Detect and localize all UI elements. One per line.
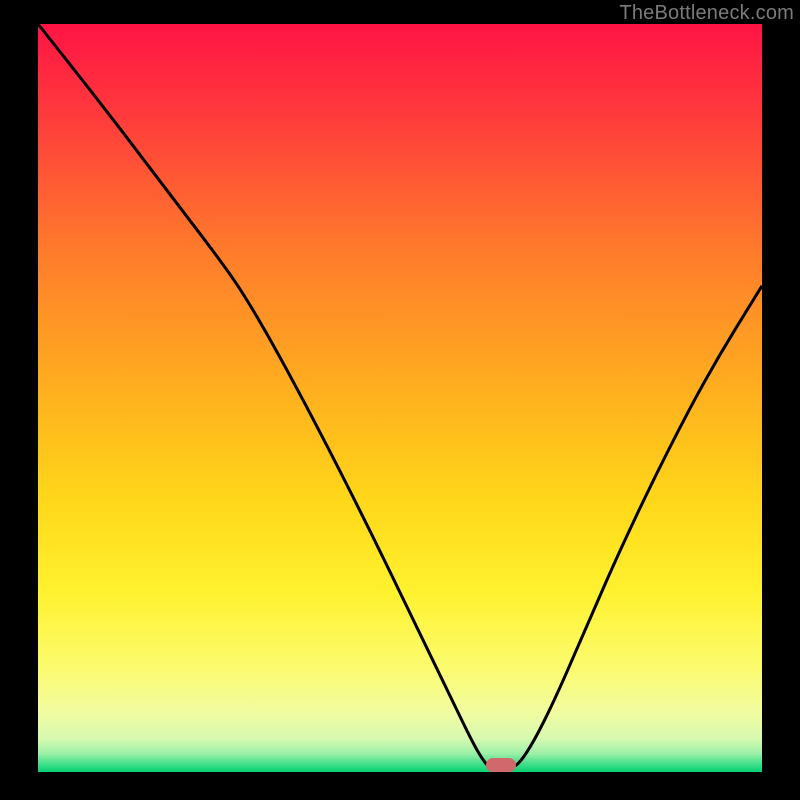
chart-frame: TheBottleneck.com (0, 0, 800, 800)
plot-area (38, 24, 762, 772)
watermark-text: TheBottleneck.com (619, 2, 794, 25)
optimum-marker (486, 758, 516, 772)
bottleneck-curve (38, 24, 762, 772)
curve-path (38, 24, 762, 768)
